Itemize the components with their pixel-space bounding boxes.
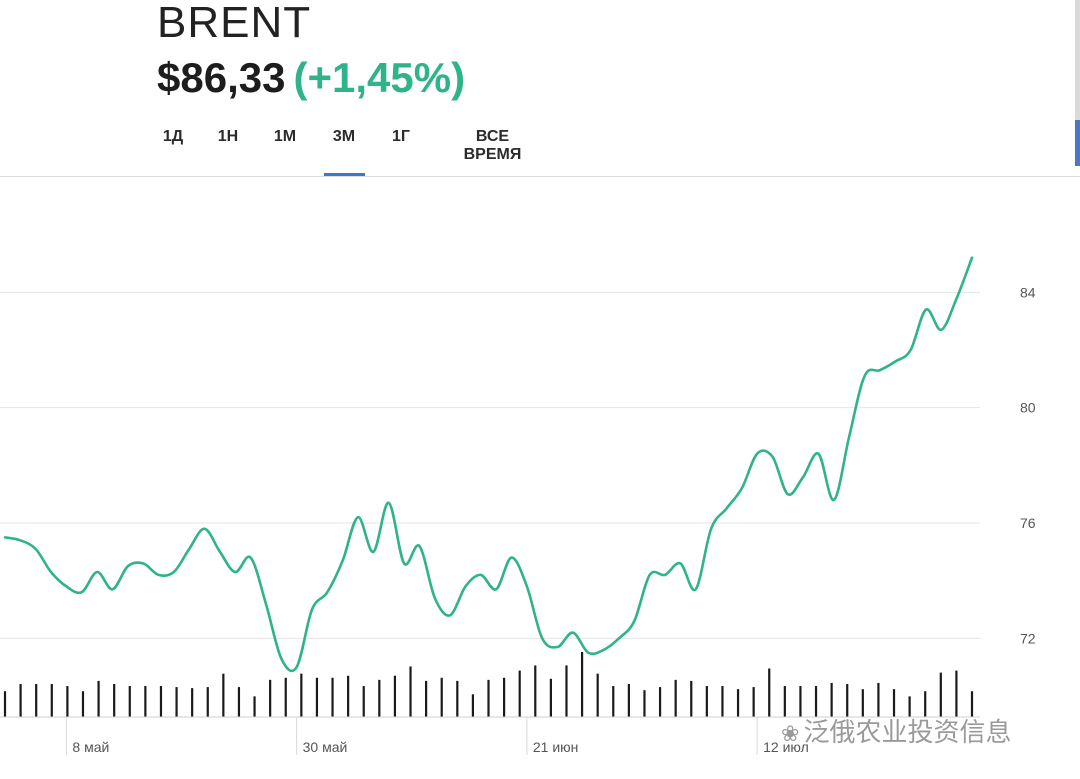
price-line [3, 256, 974, 673]
price-change: (+1,45%) [293, 54, 466, 101]
x-tick-label: 30 май [303, 739, 348, 755]
tab-all-time[interactable]: ВСЕ ВРЕМЯ [463, 128, 522, 163]
tab-1w[interactable]: 1Н [217, 128, 239, 145]
ticker-symbol: BRENT [157, 0, 312, 47]
scrollbar-thumb[interactable] [1075, 120, 1080, 166]
grid-layer: 72 76 80 84 [0, 284, 1036, 646]
tab-1d[interactable]: 1Д [162, 128, 184, 145]
x-tick-label: 12 июл [763, 739, 809, 755]
price-line-layer [3, 256, 974, 673]
y-tick-label: 80 [1020, 400, 1036, 416]
period-tabs: 1Д 1Н 1М 3М 1Г ВСЕ ВРЕМЯ [0, 120, 1080, 177]
wechat-icon: ❀ [781, 721, 800, 746]
y-tick-label: 84 [1020, 284, 1036, 300]
volume-bars [3, 652, 974, 717]
y-tick-label: 76 [1020, 515, 1036, 531]
watermark: ❀ 泛俄农业投资信息 [781, 712, 1011, 749]
tab-1m[interactable]: 1М [273, 128, 297, 145]
watermark-text: 泛俄农业投资信息 [803, 717, 1012, 747]
tab-1y[interactable]: 1Г [392, 128, 410, 145]
tab-3m[interactable]: 3М [332, 128, 356, 145]
price-row: $86,33 (+1,45%) [157, 54, 465, 102]
scrollbar[interactable] [1075, 0, 1080, 166]
y-tick-label: 72 [1020, 630, 1036, 646]
x-axis: 8 май 30 май 21 июн 12 июл [0, 716, 980, 755]
current-price: $86,33 [157, 54, 286, 101]
x-tick-label: 21 июн [533, 739, 579, 755]
active-tab-indicator [324, 173, 365, 176]
x-tick-label: 8 май [72, 739, 109, 755]
